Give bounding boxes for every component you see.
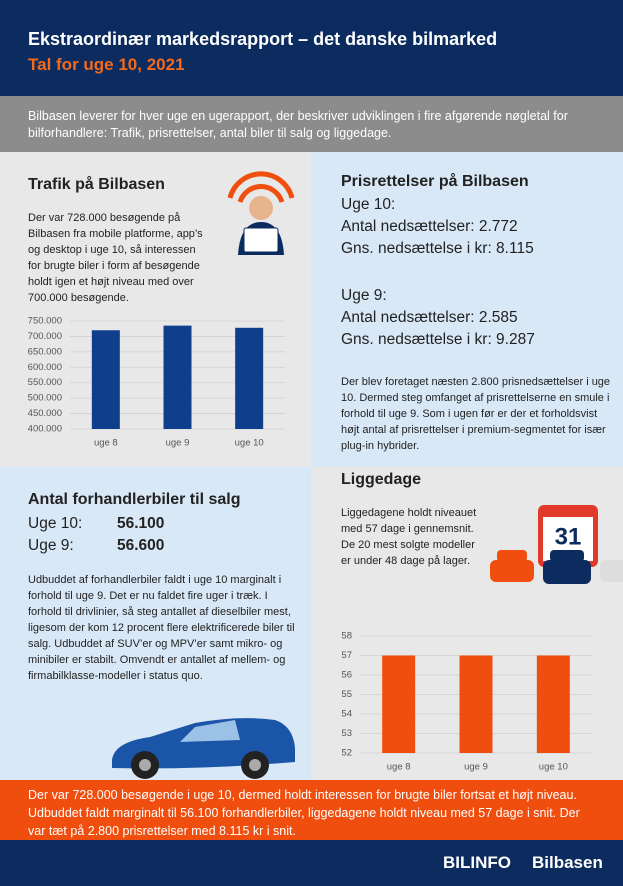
y-tick-label: 700.000: [28, 331, 62, 342]
y-tick-label: 450.000: [28, 408, 62, 419]
title: Ekstraordinær markedsrapport – det dansk…: [28, 29, 498, 49]
calendar-day: 31: [555, 523, 582, 550]
cars-icon: [490, 550, 623, 584]
bar: [382, 655, 416, 753]
car-icon: [112, 718, 295, 779]
section-title: Prisrettelser på Bilbasen: [341, 173, 529, 190]
y-tick-label: 57: [341, 650, 352, 661]
week-label: Uge 9:: [28, 537, 74, 554]
intro-band: [0, 96, 623, 152]
y-tick-label: 53: [341, 728, 352, 739]
section-title: Antal forhandlerbiler til salg: [28, 491, 241, 508]
bar: [459, 655, 493, 753]
y-tick-label: 400.000: [28, 424, 62, 435]
week-label: Uge 10:: [341, 196, 396, 213]
brand: Bilbasen: [532, 853, 603, 872]
panel: [311, 152, 623, 467]
header-band: [0, 0, 623, 96]
y-tick-label: 54: [341, 709, 352, 720]
footer-band: [0, 840, 623, 886]
bar: [235, 327, 264, 429]
y-tick-label: 500.000: [28, 393, 62, 404]
section-title: Liggedage: [341, 471, 422, 488]
y-tick-label: 650.000: [28, 346, 62, 357]
stat: Antal nedsættelser: 2.772: [341, 218, 518, 235]
y-tick-label: 55: [341, 689, 352, 700]
week-label: Uge 10:: [28, 515, 83, 532]
bar: [91, 330, 120, 429]
stat: Antal nedsættelser: 2.585: [341, 309, 518, 326]
x-tick-label: uge 10: [235, 438, 264, 449]
x-tick-label: uge 8: [94, 438, 118, 449]
stat: 56.100: [117, 515, 165, 532]
stat: Gns. nedsættelse i kr: 8.115: [341, 240, 534, 257]
stat: Gns. nedsættelse i kr: 9.287: [341, 331, 535, 348]
x-tick-label: uge 9: [464, 762, 488, 773]
brand: BILINFO: [443, 853, 511, 872]
stat: 56.600: [117, 537, 165, 554]
paragraph: Der var 728.000 besøgende på Bilbasen fr…: [28, 212, 203, 304]
person-icon: [227, 171, 295, 255]
y-tick-label: 58: [341, 631, 352, 642]
bar: [536, 655, 570, 753]
intro: Bilbasen leverer for hver uge en ugerapp…: [28, 109, 568, 140]
bar: [163, 325, 192, 429]
x-tick-label: uge 8: [387, 762, 411, 773]
paragraph: Der blev foretaget næsten 2.800 prisneds…: [341, 376, 611, 452]
summary-band: [0, 780, 623, 840]
paragraph: Udbuddet af forhandlerbiler faldt i uge …: [28, 574, 295, 682]
section-title: Trafik på Bilbasen: [28, 176, 165, 193]
y-tick-label: 550.000: [28, 377, 62, 388]
paragraph: Liggedagene holdt niveauet med 57 dage i…: [341, 507, 477, 567]
summary: Der var 728.000 besøgende i uge 10, derm…: [28, 788, 580, 838]
y-tick-label: 56: [341, 670, 352, 681]
y-tick-label: 600.000: [28, 362, 62, 373]
x-tick-label: uge 9: [166, 438, 190, 449]
y-tick-label: 750.000: [28, 316, 62, 327]
subtitle: Tal for uge 10, 2021: [28, 55, 185, 74]
x-tick-label: uge 10: [539, 762, 568, 773]
y-tick-label: 52: [341, 748, 352, 759]
week-label: Uge 9:: [341, 287, 387, 304]
